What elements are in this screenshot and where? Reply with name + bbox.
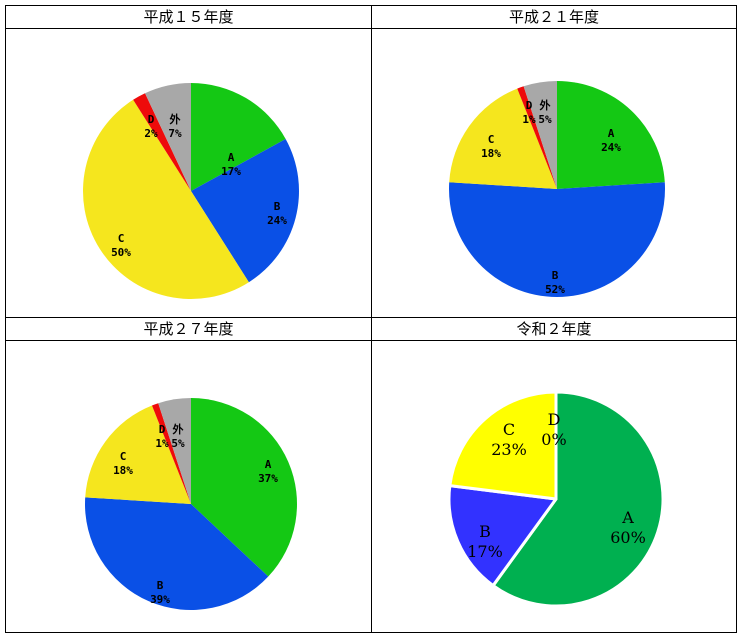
pie-slice-a bbox=[557, 81, 665, 189]
chart-panel-h21: 平成２１年度 A 24% B 52% C 18% D 1% 外 5% bbox=[371, 6, 736, 317]
slice-value-label: 2% bbox=[144, 127, 158, 140]
pie-slice-b bbox=[85, 497, 269, 610]
pie-slice-c bbox=[85, 405, 191, 504]
pie-slice-外 bbox=[523, 81, 557, 189]
pie-slice-外 bbox=[158, 398, 191, 504]
pie-slice-d bbox=[151, 403, 191, 504]
chart-title: 平成２７年度 bbox=[6, 318, 371, 341]
slice-value-label: 52% bbox=[545, 283, 565, 296]
pie-slice-c bbox=[449, 88, 557, 189]
pie-slice-c bbox=[448, 390, 558, 501]
pie-slice-a bbox=[191, 83, 286, 191]
slice-value-label: 24% bbox=[267, 214, 287, 227]
slice-label: B bbox=[479, 522, 491, 541]
slice-label: C bbox=[503, 420, 515, 439]
slice-label: A bbox=[621, 508, 634, 527]
pie-slice-b bbox=[191, 138, 300, 283]
slice-value-label: 39% bbox=[150, 593, 170, 606]
chart-panel-h27: 平成２７年度 A 37% B 39% C 18% D 1% 外 5% bbox=[6, 317, 371, 632]
pie-chart-h21: A24% B52% C18% D1%外5% bbox=[449, 81, 665, 297]
slice-value-label: 5% bbox=[171, 437, 185, 450]
pie-slice-a bbox=[191, 398, 297, 577]
slice-label: A bbox=[265, 458, 272, 471]
slice-label: D bbox=[159, 423, 166, 436]
slice-label: 外 bbox=[172, 422, 184, 436]
slice-value-label: 17% bbox=[221, 165, 241, 178]
pie-slice-b bbox=[447, 484, 558, 588]
chart-title: 平成１５年度 bbox=[6, 6, 371, 29]
pie-chart-r2: A60% B17% C23% D0% bbox=[447, 390, 665, 608]
slice-label: C bbox=[120, 450, 127, 463]
chart-panel-r2: 令和２年度 A 60% B 17% C 23% D 0% bbox=[371, 317, 736, 632]
slice-value-label: 50% bbox=[111, 246, 131, 259]
slice-value-label: 60% bbox=[610, 528, 646, 547]
slice-label: C bbox=[118, 232, 125, 245]
pie-chart-h27: A37% B39% C18% D1%外5% bbox=[85, 398, 297, 610]
slice-value-label: 5% bbox=[538, 113, 552, 126]
slice-value-label: 18% bbox=[481, 147, 501, 160]
slice-value-label: 23% bbox=[491, 440, 527, 459]
pie-slice-d bbox=[517, 86, 557, 189]
slice-label: 外 bbox=[539, 98, 551, 112]
chart-title: 平成２１年度 bbox=[372, 6, 736, 29]
slice-value-label: 18% bbox=[113, 464, 133, 477]
slice-label: B bbox=[157, 579, 164, 592]
pie-slice-外 bbox=[145, 83, 191, 191]
slice-label: D bbox=[526, 99, 533, 112]
slice-label: D bbox=[548, 410, 561, 429]
chart-panel-h15: 平成１５年度 A 17% B 24% C 50% D 2% 外 7% bbox=[6, 6, 371, 317]
pie-slice-d bbox=[133, 93, 191, 191]
pie-slice-c bbox=[82, 99, 249, 300]
slice-label: A bbox=[608, 127, 615, 140]
slice-value-label: 17% bbox=[467, 542, 503, 561]
slice-label: 外 bbox=[169, 112, 181, 126]
slice-label: B bbox=[552, 269, 559, 282]
slice-label: A bbox=[228, 151, 235, 164]
slice-label: B bbox=[274, 200, 281, 213]
pie-chart-h15: A17% B24% C50% D2% 外7% bbox=[82, 83, 300, 300]
chart-title: 令和２年度 bbox=[372, 318, 736, 341]
slice-value-label: 24% bbox=[601, 141, 621, 154]
pie-slice-b bbox=[449, 182, 665, 297]
slice-value-label: 0% bbox=[541, 430, 566, 449]
slice-value-label: 37% bbox=[258, 472, 278, 485]
slice-value-label: 7% bbox=[168, 127, 182, 140]
chart-grid: 平成１５年度 A 17% B 24% C 50% D 2% 外 7% 平成２１年度 A 24% B 52… bbox=[5, 5, 737, 633]
slice-label: C bbox=[488, 133, 495, 146]
slice-value-label: 1% bbox=[522, 113, 536, 126]
slice-value-label: 1% bbox=[155, 437, 169, 450]
pie-slice-a bbox=[491, 390, 665, 608]
slice-label: D bbox=[148, 113, 155, 126]
